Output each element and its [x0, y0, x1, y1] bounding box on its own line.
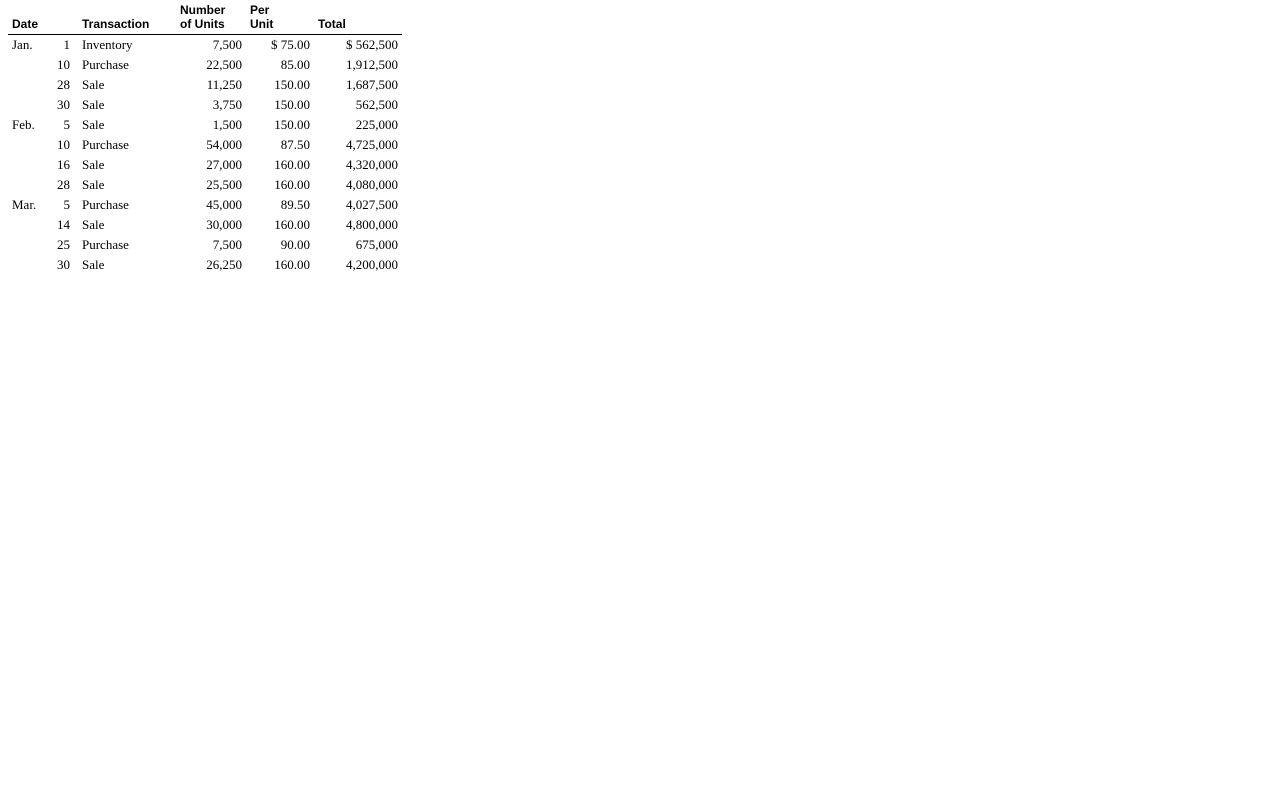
cell-total: 4,200,000 — [314, 255, 402, 275]
col-header-units: Number of Units — [176, 2, 246, 34]
cell-total: 1,687,500 — [314, 75, 402, 95]
table-row: 30Sale26,250160.004,200,000 — [8, 255, 402, 275]
cell-total: 225,000 — [314, 115, 402, 135]
cell-month — [8, 255, 44, 275]
cell-per-unit: 90.00 — [246, 235, 314, 255]
cell-units: 27,000 — [176, 155, 246, 175]
col-header-total: Total — [314, 2, 402, 34]
cell-total: 675,000 — [314, 235, 402, 255]
table-row: 28Sale11,250150.001,687,500 — [8, 75, 402, 95]
cell-units: 22,500 — [176, 55, 246, 75]
cell-month — [8, 155, 44, 175]
cell-per-unit: 160.00 — [246, 155, 314, 175]
table-row: Jan.1Inventory7,500$ 75.00$ 562,500 — [8, 34, 402, 55]
cell-month — [8, 75, 44, 95]
cell-per-unit: $ 75.00 — [246, 34, 314, 55]
cell-day: 16 — [44, 155, 78, 175]
cell-month — [8, 235, 44, 255]
cell-total: 4,800,000 — [314, 215, 402, 235]
cell-per-unit: 160.00 — [246, 215, 314, 235]
col-header-per-unit-line1: Per — [250, 3, 269, 17]
cell-units: 3,750 — [176, 95, 246, 115]
cell-transaction: Sale — [78, 215, 176, 235]
cell-per-unit: 160.00 — [246, 175, 314, 195]
cell-day: 5 — [44, 195, 78, 215]
cell-transaction: Purchase — [78, 135, 176, 155]
cell-total: 4,027,500 — [314, 195, 402, 215]
table-header-row: Date Transaction Number of Units Per Uni… — [8, 2, 402, 34]
col-header-transaction: Transaction — [78, 2, 176, 34]
col-header-units-line1: Number — [180, 3, 225, 17]
cell-per-unit: 85.00 — [246, 55, 314, 75]
table-row: Feb.5Sale1,500150.00225,000 — [8, 115, 402, 135]
col-header-units-line2: of Units — [180, 17, 225, 31]
cell-transaction: Sale — [78, 155, 176, 175]
cell-month — [8, 95, 44, 115]
cell-transaction: Sale — [78, 255, 176, 275]
cell-day: 1 — [44, 34, 78, 55]
cell-units: 45,000 — [176, 195, 246, 215]
cell-month — [8, 135, 44, 155]
cell-day: 10 — [44, 135, 78, 155]
cell-per-unit: 150.00 — [246, 75, 314, 95]
transactions-table: Date Transaction Number of Units Per Uni… — [8, 2, 402, 275]
cell-units: 7,500 — [176, 34, 246, 55]
cell-units: 26,250 — [176, 255, 246, 275]
table-row: 16Sale27,000160.004,320,000 — [8, 155, 402, 175]
cell-total: $ 562,500 — [314, 34, 402, 55]
cell-transaction: Sale — [78, 75, 176, 95]
cell-units: 1,500 — [176, 115, 246, 135]
table-row: 14Sale30,000160.004,800,000 — [8, 215, 402, 235]
cell-month: Mar. — [8, 195, 44, 215]
table-row: 25Purchase7,50090.00675,000 — [8, 235, 402, 255]
cell-units: 7,500 — [176, 235, 246, 255]
cell-day: 5 — [44, 115, 78, 135]
cell-month — [8, 215, 44, 235]
cell-total: 4,080,000 — [314, 175, 402, 195]
cell-transaction: Sale — [78, 95, 176, 115]
cell-day: 30 — [44, 95, 78, 115]
cell-month — [8, 175, 44, 195]
cell-month: Feb. — [8, 115, 44, 135]
cell-units: 54,000 — [176, 135, 246, 155]
table-row: 10Purchase54,00087.504,725,000 — [8, 135, 402, 155]
cell-units: 11,250 — [176, 75, 246, 95]
cell-transaction: Sale — [78, 115, 176, 135]
cell-per-unit: 150.00 — [246, 95, 314, 115]
table-row: 28Sale25,500160.004,080,000 — [8, 175, 402, 195]
cell-per-unit: 89.50 — [246, 195, 314, 215]
cell-day: 14 — [44, 215, 78, 235]
cell-transaction: Purchase — [78, 235, 176, 255]
cell-transaction: Sale — [78, 175, 176, 195]
table-row: 10Purchase22,50085.001,912,500 — [8, 55, 402, 75]
table-row: 30Sale3,750150.00562,500 — [8, 95, 402, 115]
cell-transaction: Purchase — [78, 55, 176, 75]
cell-per-unit: 87.50 — [246, 135, 314, 155]
cell-per-unit: 160.00 — [246, 255, 314, 275]
cell-day: 28 — [44, 75, 78, 95]
cell-per-unit: 150.00 — [246, 115, 314, 135]
cell-total: 562,500 — [314, 95, 402, 115]
cell-month: Jan. — [8, 34, 44, 55]
cell-day: 30 — [44, 255, 78, 275]
col-header-per-unit-line2: Unit — [250, 17, 273, 31]
cell-transaction: Purchase — [78, 195, 176, 215]
col-header-date: Date — [8, 2, 78, 34]
cell-units: 25,500 — [176, 175, 246, 195]
cell-total: 4,725,000 — [314, 135, 402, 155]
cell-units: 30,000 — [176, 215, 246, 235]
cell-day: 25 — [44, 235, 78, 255]
cell-month — [8, 55, 44, 75]
col-header-per-unit: Per Unit — [246, 2, 314, 34]
table-row: Mar.5Purchase45,00089.504,027,500 — [8, 195, 402, 215]
cell-day: 28 — [44, 175, 78, 195]
cell-day: 10 — [44, 55, 78, 75]
cell-total: 1,912,500 — [314, 55, 402, 75]
cell-transaction: Inventory — [78, 34, 176, 55]
cell-total: 4,320,000 — [314, 155, 402, 175]
